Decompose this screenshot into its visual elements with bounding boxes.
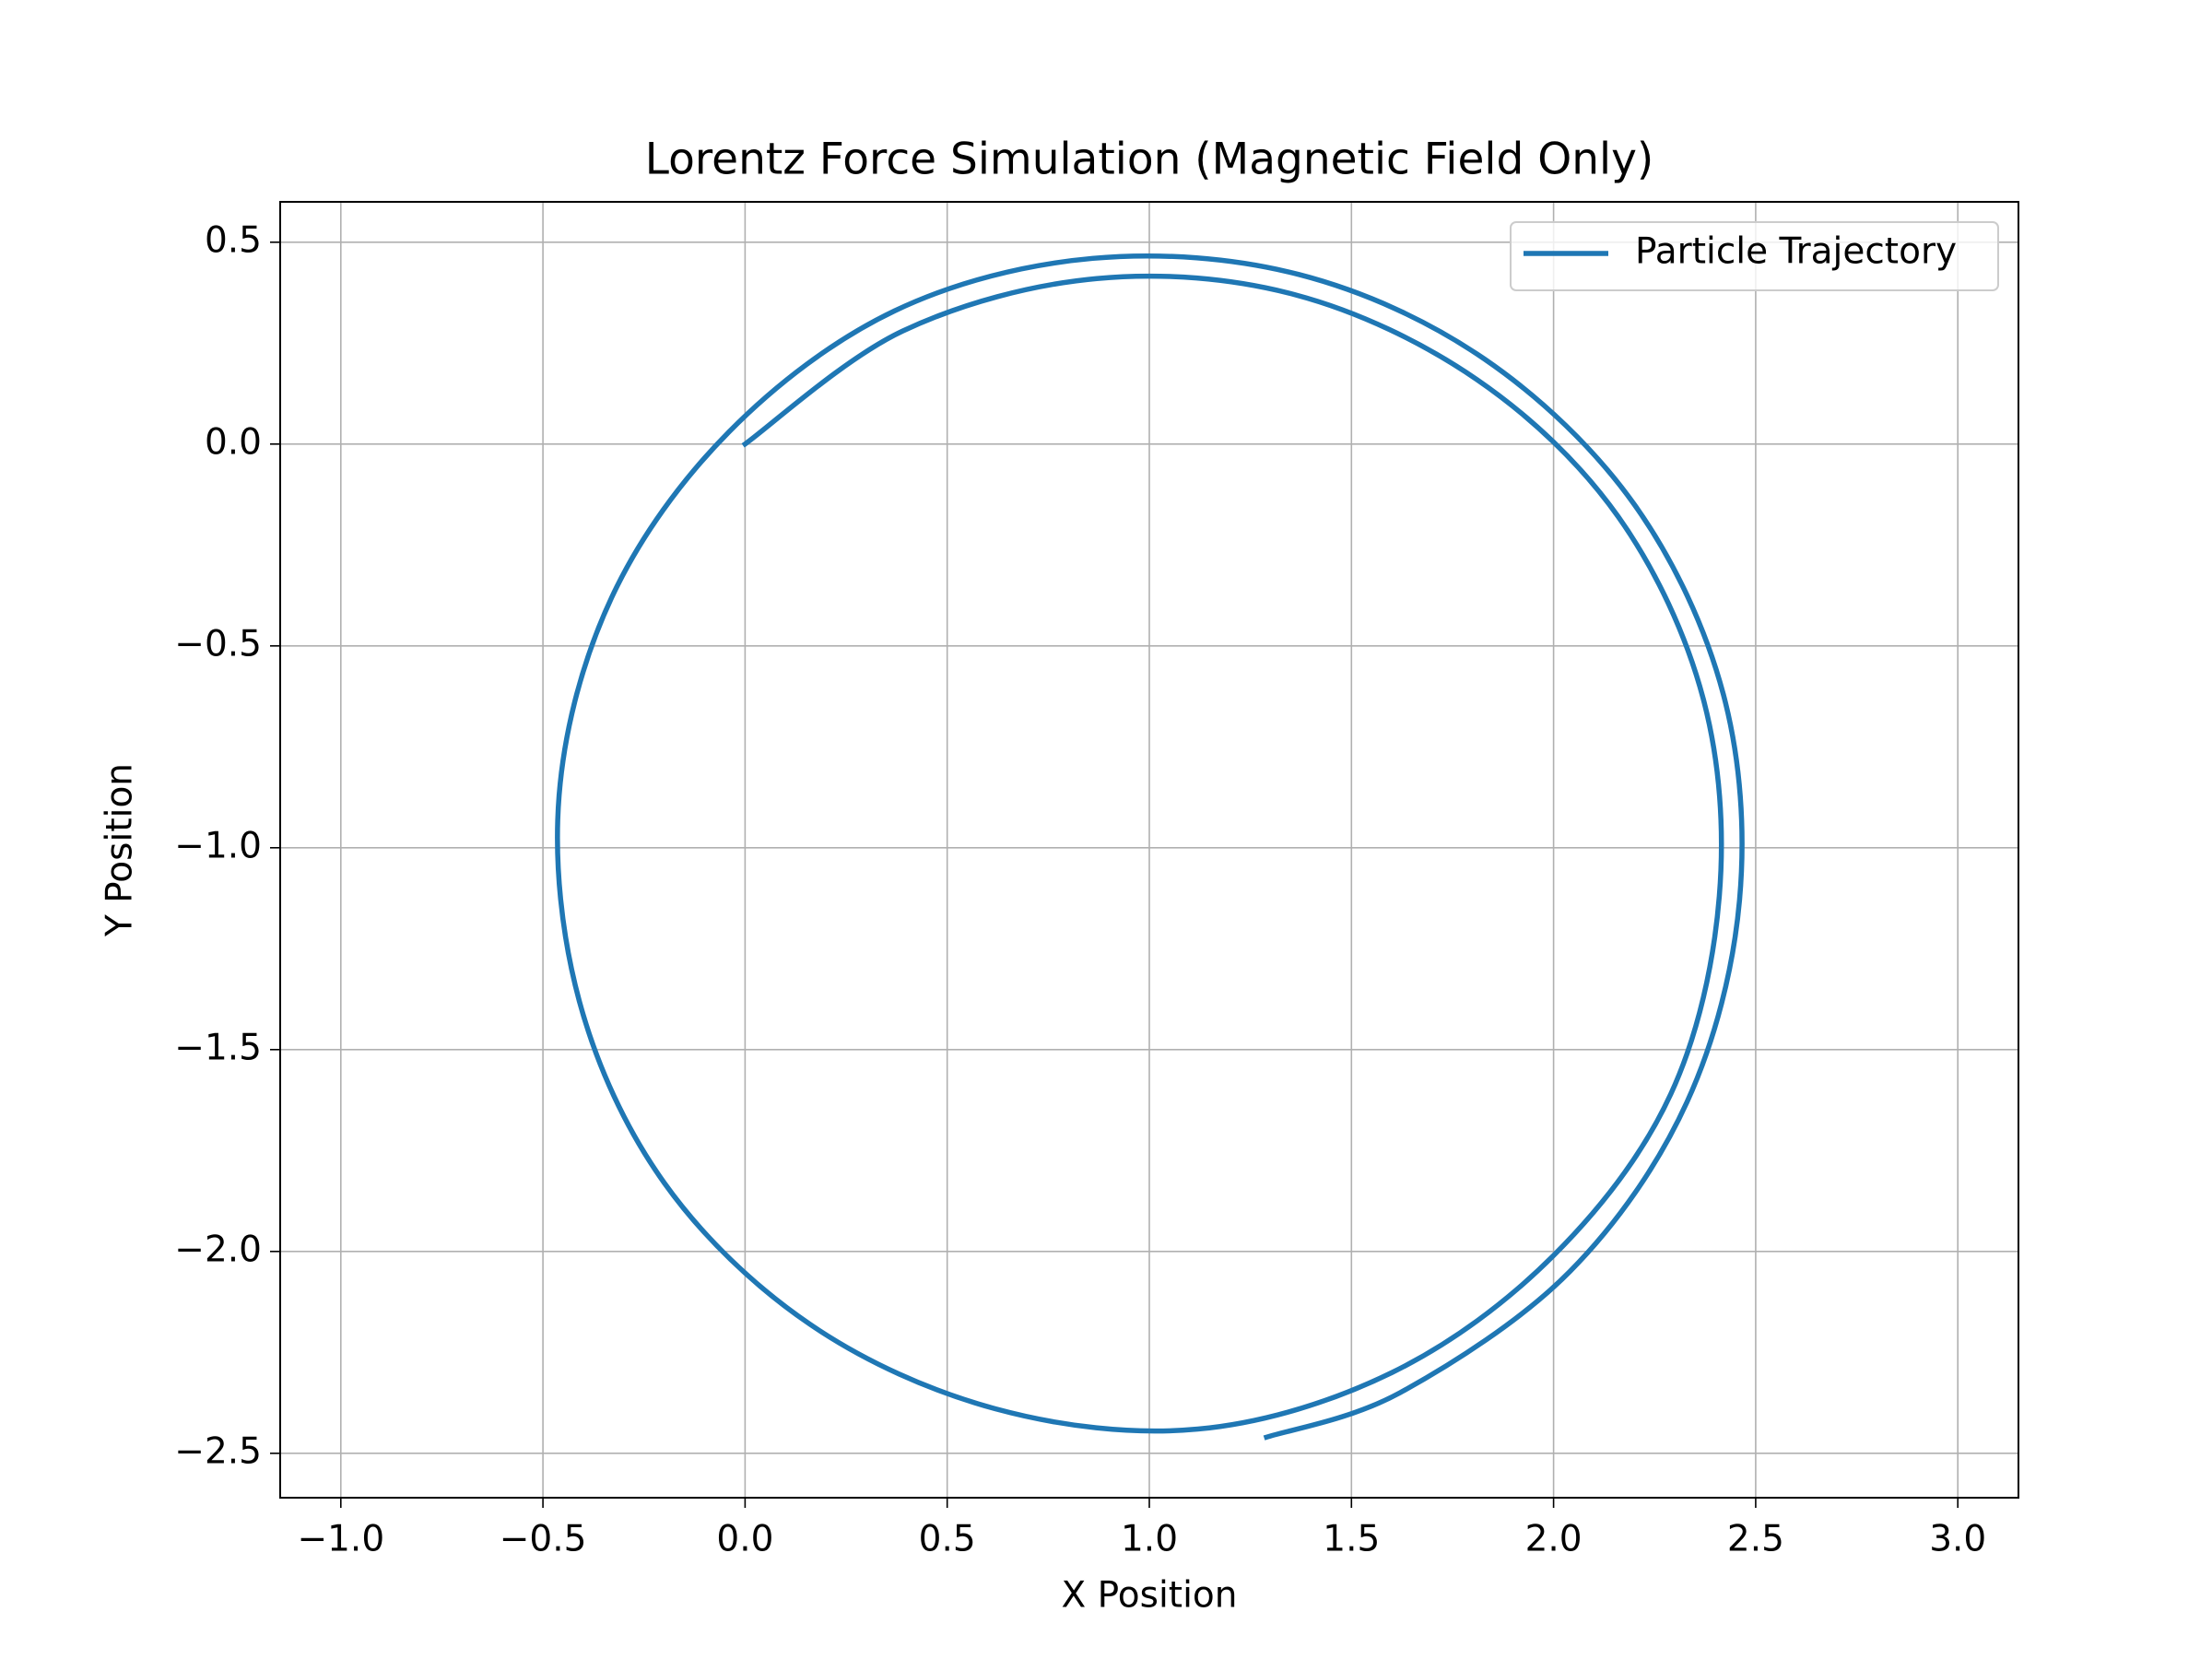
y-tick-label: −2.5	[174, 1430, 262, 1472]
y-tick-label: −0.5	[174, 623, 262, 665]
y-tick-label: −1.5	[174, 1027, 262, 1068]
plot-area	[555, 253, 1745, 1441]
x-tick-label: −1.0	[297, 1519, 384, 1560]
x-tick-label: 1.0	[1121, 1519, 1178, 1560]
y-tick-label: 0.0	[205, 421, 262, 463]
x-tick-label: 3.0	[1929, 1519, 1986, 1560]
legend: Particle Trajectory	[1510, 221, 1999, 291]
y-axis-label: Y Position	[100, 763, 141, 937]
x-tick-label: −0.5	[500, 1519, 587, 1560]
legend-label: Particle Trajectory	[1635, 231, 1957, 273]
x-axis-label: X Position	[1062, 1575, 1238, 1617]
x-tick-label: 2.5	[1727, 1519, 1784, 1560]
y-tick-label: −1.0	[174, 825, 262, 866]
y-tick-label: 0.5	[205, 219, 262, 261]
y-tick-label: −2.0	[174, 1229, 262, 1270]
legend-box	[1510, 221, 1999, 291]
trajectory-line	[555, 253, 1745, 1441]
chart-title: Lorentz Force Simulation (Magnetic Field…	[645, 135, 1653, 185]
x-tick-label: 1.5	[1323, 1519, 1380, 1560]
x-tick-label: 0.0	[716, 1519, 773, 1560]
x-tick-label: 0.5	[919, 1519, 976, 1560]
x-tick-label: 2.0	[1525, 1519, 1583, 1560]
